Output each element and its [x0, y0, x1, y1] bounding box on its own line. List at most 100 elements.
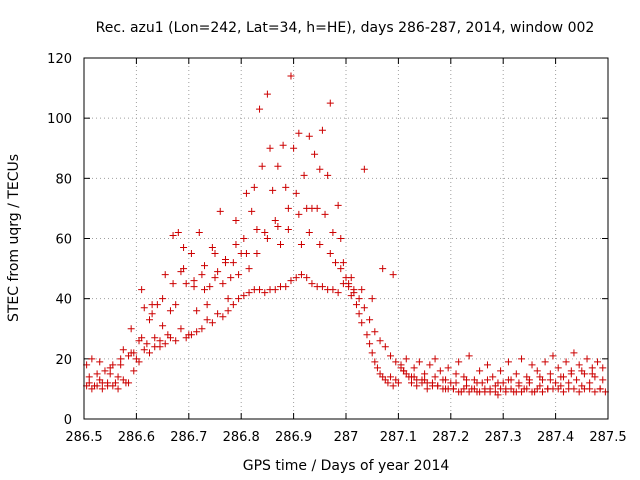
data-point-marker [536, 373, 544, 381]
data-point-marker [101, 367, 109, 375]
data-point-marker [318, 126, 326, 134]
data-point-marker [360, 304, 368, 312]
data-point-marker [515, 379, 523, 387]
data-point-marker [216, 207, 224, 215]
data-point-marker [389, 271, 397, 279]
data-point-marker [539, 388, 546, 396]
data-point-marker [180, 265, 188, 273]
data-point-marker [387, 352, 395, 360]
data-point-marker [295, 210, 303, 218]
x-tick-label: 287 [334, 430, 359, 445]
data-point-marker [363, 331, 371, 339]
data-point-marker [533, 385, 541, 393]
x-tick-label: 287.4 [537, 430, 574, 445]
data-point-marker [198, 325, 206, 333]
data-point-marker [258, 162, 266, 170]
data-point-marker [117, 355, 125, 363]
data-point-marker [352, 301, 360, 309]
data-point-marker [109, 382, 117, 390]
data-point-marker [426, 361, 434, 369]
data-point-marker [599, 376, 607, 384]
data-point-marker [507, 385, 515, 393]
data-point-marker [334, 201, 342, 209]
data-point-marker [347, 274, 355, 282]
y-tick-labels: 0 20 40 60 80 100 120 [47, 52, 72, 428]
data-point-marker [229, 301, 237, 309]
data-point-marker [465, 352, 473, 360]
plot-frame [83, 57, 609, 420]
data-point-marker [554, 385, 562, 393]
data-point-marker [434, 382, 442, 390]
data-point-marker [253, 225, 261, 233]
data-point-marker [148, 310, 156, 318]
data-point-marker [400, 367, 408, 375]
data-point-marker [159, 295, 167, 303]
data-point-marker [337, 265, 345, 273]
data-point-marker [208, 244, 216, 252]
data-point-marker [201, 286, 209, 294]
data-point-marker [389, 382, 397, 390]
data-point-marker [190, 283, 198, 291]
data-point-marker [329, 286, 337, 294]
data-point-marker [373, 364, 381, 372]
data-point-marker [421, 370, 429, 378]
data-point-marker [300, 171, 308, 179]
data-point-marker [290, 144, 298, 152]
data-point-marker [271, 286, 279, 294]
data-point-marker [599, 364, 607, 372]
y-tick-label: 0 [64, 413, 72, 428]
data-point-marker [452, 370, 460, 378]
data-point-marker [573, 376, 581, 384]
data-point-marker [151, 343, 159, 351]
data-point-marker [421, 376, 429, 384]
data-point-marker [93, 382, 101, 390]
y-tick-label: 100 [47, 112, 72, 127]
data-point-marker [502, 388, 510, 396]
data-point-marker [169, 280, 177, 288]
data-point-marker [559, 388, 567, 396]
data-point-marker [93, 370, 101, 378]
data-point-marker [224, 295, 232, 303]
data-point-marker [117, 361, 125, 369]
data-point-marker [473, 379, 481, 387]
data-point-marker [250, 183, 258, 191]
data-point-marker [106, 370, 114, 378]
data-point-marker [208, 319, 216, 327]
data-point-marker [355, 310, 363, 318]
data-point-marker [311, 150, 319, 158]
data-point-marker [201, 262, 209, 270]
data-point-marker [504, 376, 512, 384]
data-point-marker [166, 334, 174, 342]
data-point-marker [334, 289, 342, 297]
data-point-marker [402, 355, 410, 363]
data-point-marker [449, 385, 457, 393]
data-point-marker [151, 334, 159, 342]
data-point-marker [588, 364, 596, 372]
data-point-marker [114, 373, 122, 381]
x-tick-label: 287.2 [432, 430, 469, 445]
data-point-marker [586, 379, 594, 387]
data-point-marker [253, 250, 261, 258]
data-point-marker [305, 132, 313, 140]
data-point-marker [109, 361, 117, 369]
data-point-marker [470, 385, 478, 393]
data-point-marker [88, 355, 96, 363]
data-point-marker [494, 379, 502, 387]
data-point-marker [318, 283, 326, 291]
data-point-marker [287, 72, 295, 80]
data-point-marker [125, 379, 133, 387]
x-axis-label: GPS time / Days of year 2014 [243, 458, 450, 474]
data-point-marker [161, 271, 169, 279]
data-point-marker [232, 216, 240, 224]
data-point-marker [180, 244, 188, 252]
data-point-marker [282, 183, 290, 191]
data-point-marker [245, 265, 253, 273]
data-point-marker [266, 144, 274, 152]
data-point-marker [324, 171, 332, 179]
data-point-marker [504, 358, 512, 366]
data-point-marker [214, 310, 222, 318]
data-point-marker [159, 322, 167, 330]
data-point-marker [329, 228, 337, 236]
data-point-marker [135, 358, 143, 366]
